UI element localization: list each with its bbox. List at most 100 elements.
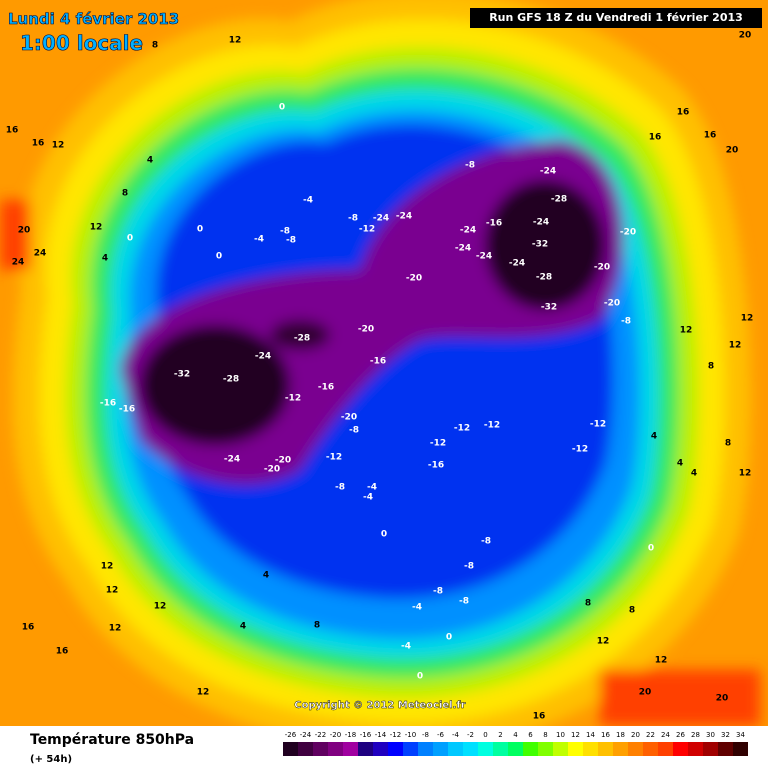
colorbar: -26 -24 -22 -20 -18 -16 -14 -12 -10 -8 -6 -4 -2 0 2 4 6 8… xyxy=(283,731,748,756)
contour-label: -8 xyxy=(335,483,345,493)
contour-label: 8 xyxy=(152,41,158,51)
contour-label: -4 xyxy=(401,642,411,652)
contour-label: 16 xyxy=(22,623,35,633)
contour-label: -32 xyxy=(532,240,548,250)
contour-label: -12 xyxy=(484,421,500,431)
contour-label: 8 xyxy=(708,362,714,372)
contour-label: -24 xyxy=(373,214,389,224)
contour-label: -20 xyxy=(264,465,280,475)
colorbar-swatch xyxy=(313,742,328,756)
contour-label: -12 xyxy=(430,439,446,449)
contour-label: 0 xyxy=(197,225,203,235)
contour-label: 4 xyxy=(651,432,657,442)
contour-label: -24 xyxy=(255,352,271,362)
contour-label: -24 xyxy=(224,455,240,465)
colorbar-tick-label: -26 xyxy=(285,731,297,739)
contour-label: 24 xyxy=(12,258,25,268)
contour-label: 20 xyxy=(739,31,752,41)
contour-label: -24 xyxy=(455,244,471,254)
copyright: Copyright © 2012 Meteociel.fr xyxy=(294,700,465,711)
contour-label: -32 xyxy=(174,370,190,380)
colorbar-tick-label: 24 xyxy=(661,731,670,739)
colorbar-swatch xyxy=(703,742,718,756)
contour-label: 16 xyxy=(6,126,19,136)
colorbar-tick-label: 20 xyxy=(631,731,640,739)
contour-label: -20 xyxy=(406,274,422,284)
contour-label: 4 xyxy=(691,469,697,479)
contour-label: -20 xyxy=(604,299,620,309)
contour-label: 20 xyxy=(18,226,31,236)
contour-label: -8 xyxy=(348,214,358,224)
run-box xyxy=(470,8,762,28)
colorbar-tick-label: 12 xyxy=(571,731,580,739)
contour-label: 8 xyxy=(314,621,320,631)
colorbar-swatch xyxy=(688,742,703,756)
contour-label: -8 xyxy=(349,426,359,436)
colorbar-tick-label: 16 xyxy=(601,731,610,739)
contour-label: -32 xyxy=(541,303,557,313)
contour-label: -24 xyxy=(476,252,492,262)
contour-label: 20 xyxy=(639,688,652,698)
colorbar-tick-label: -22 xyxy=(315,731,326,739)
colorbar-tick-label: 32 xyxy=(721,731,730,739)
contour-label: -4 xyxy=(303,196,313,206)
colorbar-swatch xyxy=(388,742,403,756)
contour-label: 12 xyxy=(109,624,122,634)
contour-label: 12 xyxy=(154,602,167,612)
contour-label: 0 xyxy=(446,633,452,643)
colorbar-tick-label: 26 xyxy=(676,731,685,739)
colorbar-swatch xyxy=(478,742,493,756)
contour-label: -24 xyxy=(509,259,525,269)
colorbar-tick-label: 14 xyxy=(586,731,595,739)
colorbar-swatch xyxy=(583,742,598,756)
colorbar-swatch xyxy=(553,742,568,756)
contour-label: 12 xyxy=(106,586,119,596)
colorbar-swatch xyxy=(343,742,358,756)
contour-label: 16 xyxy=(704,131,717,141)
contour-label: -8 xyxy=(621,317,631,327)
colorbar-swatch xyxy=(328,742,343,756)
colorbar-tick-label: -24 xyxy=(300,731,312,739)
colorbar-swatch xyxy=(358,742,373,756)
colorbar-swatch xyxy=(523,742,538,756)
colorbar-swatch xyxy=(718,742,733,756)
colorbar-tick-label: 10 xyxy=(556,731,565,739)
colorbar-tick-label: -8 xyxy=(422,731,429,739)
contour-label: -8 xyxy=(465,161,475,171)
contour-label: 12 xyxy=(597,637,610,647)
contour-label: -8 xyxy=(286,236,296,246)
contour-label: 12 xyxy=(729,341,742,351)
contour-label: 16 xyxy=(533,712,546,722)
contour-label: 16 xyxy=(32,139,45,149)
colorbar-swatch xyxy=(373,742,388,756)
contour-label: 16 xyxy=(649,133,662,143)
contour-label: 8 xyxy=(122,189,128,199)
colorbar-swatch xyxy=(433,742,448,756)
contour-label: -8 xyxy=(459,597,469,607)
contour-label: -12 xyxy=(359,225,375,235)
colorbar-swatch xyxy=(598,742,613,756)
colorbar-tick-label: -2 xyxy=(467,731,474,739)
contour-label: -12 xyxy=(590,420,606,430)
colorbar-tick-label: 4 xyxy=(513,731,518,739)
contour-label: 4 xyxy=(240,622,246,632)
contour-label: 12 xyxy=(197,688,210,698)
contour-label: 0 xyxy=(279,103,285,113)
colorbar-tick-label: -16 xyxy=(360,731,372,739)
colorbar-swatch xyxy=(733,742,748,756)
colorbar-tick-label: 30 xyxy=(706,731,715,739)
colorbar-tick-label: 22 xyxy=(646,731,655,739)
contour-label: 8 xyxy=(725,439,731,449)
contour-label: 12 xyxy=(90,223,103,233)
contour-label: 12 xyxy=(101,562,114,572)
contour-label: 0 xyxy=(216,252,222,262)
colorbar-swatch xyxy=(673,742,688,756)
contour-label: -12 xyxy=(454,424,470,434)
contour-label: -16 xyxy=(318,383,334,393)
colorbar-tick-label: -12 xyxy=(390,731,401,739)
colorbar-swatch xyxy=(643,742,658,756)
colorbar-swatch xyxy=(448,742,463,756)
colorbar-swatch xyxy=(283,742,298,756)
